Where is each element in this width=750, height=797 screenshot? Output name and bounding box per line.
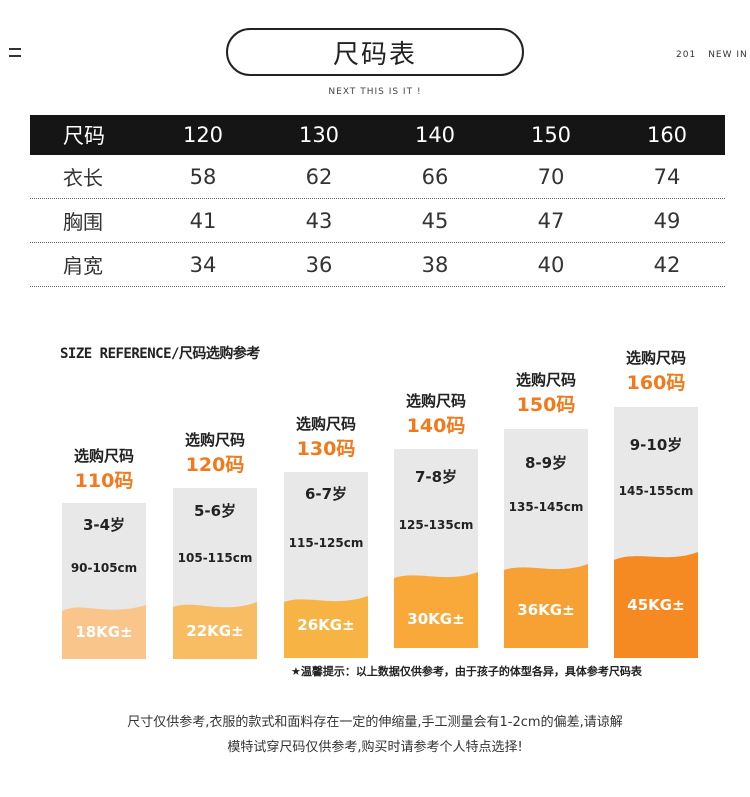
table-row: 胸围 41 43 45 47 49: [30, 199, 725, 243]
size-value: 160码: [626, 372, 686, 394]
size-value: 110码: [74, 470, 134, 492]
weight-range: 45KG±: [627, 596, 685, 614]
weight-range: 26KG±: [297, 616, 355, 634]
height-range: 125-135cm: [398, 518, 474, 532]
weight-range: 18KG±: [75, 623, 133, 641]
wave-fill: [173, 602, 257, 659]
table-cell: 45: [421, 208, 449, 233]
choose-size-label: 选购尺码: [405, 392, 466, 410]
weight-range: 22KG±: [186, 622, 244, 640]
height-range: 105-115cm: [177, 551, 253, 565]
size-card: 7-8岁 125-135cm 30KG±: [394, 449, 478, 648]
weight-range: 30KG±: [407, 610, 465, 628]
size-card: 8-9岁 135-145cm 36KG±: [504, 429, 588, 648]
table-cell: 42: [653, 252, 681, 277]
height-range: 135-145cm: [508, 500, 584, 514]
wave-fill: [62, 605, 146, 659]
choose-size-label: 选购尺码: [184, 431, 245, 449]
row-label: 肩宽: [63, 254, 103, 278]
note-line: 尺寸仅供参考,衣服的款式和面料存在一定的伸缩量,手工测量会有1-2cm的偏差,请…: [127, 715, 623, 730]
height-range: 115-125cm: [288, 536, 364, 550]
size-table: 尺码 120 130 140 150 160 衣长 58 62 66 70 74…: [30, 115, 725, 287]
choose-size-label: 选购尺码: [73, 447, 134, 465]
table-cell: 41: [189, 208, 217, 233]
table-cell: 43: [305, 208, 333, 233]
header-cell: 150: [530, 123, 572, 147]
size-value: 120码: [185, 454, 245, 476]
header-cell: 尺码: [63, 124, 105, 148]
table-cell: 34: [189, 252, 217, 277]
choose-size-label: 选购尺码: [295, 415, 356, 433]
title-subtitle: NEXT THIS IS IT !: [328, 87, 422, 97]
weight-wave: [284, 596, 368, 658]
weight-range: 36KG±: [517, 601, 575, 619]
age-range: 5-6岁: [193, 502, 237, 520]
size-value: 130码: [296, 438, 356, 460]
menu-icon[interactable]: [9, 48, 21, 58]
age-range: 9-10岁: [629, 436, 683, 454]
wave-fill: [394, 572, 478, 648]
age-range: 8-9岁: [524, 454, 568, 472]
header-cell: 140: [414, 123, 456, 147]
size-reference-title: SIZE REFERENCE/尺码选购参考: [60, 346, 260, 362]
wave-fill: [504, 564, 588, 648]
weight-wave: [614, 552, 698, 658]
page-title-text: 尺码表: [332, 39, 417, 70]
wave-fill: [614, 552, 698, 658]
table-cell: 62: [305, 164, 333, 189]
row-label: 衣长: [63, 166, 103, 190]
choose-size-label: 选购尺码: [625, 349, 686, 367]
size-card: 5-6岁 105-115cm 22KG±: [173, 488, 257, 659]
table-row: 衣长 58 62 66 70 74: [30, 155, 725, 199]
size-card: 3-4岁 90-105cm 18KG±: [62, 503, 146, 659]
height-range: 145-155cm: [618, 484, 694, 498]
size-value: 150码: [516, 394, 576, 416]
header-cell: 130: [298, 123, 340, 147]
table-cell: 49: [653, 208, 681, 233]
size-card: 9-10岁 145-155cm 45KG±: [614, 407, 698, 658]
table-cell: 58: [189, 164, 217, 189]
table-cell: 47: [537, 208, 565, 233]
height-range: 90-105cm: [70, 561, 138, 575]
table-cell: 70: [537, 164, 565, 189]
weight-wave: [504, 564, 588, 648]
new-in-code: 201: [676, 50, 697, 60]
age-range: 6-7岁: [304, 485, 348, 503]
size-card: 6-7岁 115-125cm 26KG±: [284, 472, 368, 658]
size-value: 140码: [406, 415, 466, 437]
table-cell: 40: [537, 252, 565, 277]
table-row: 肩宽 34 36 38 40 42: [30, 243, 725, 287]
tip-text: ★温馨提示：以上数据仅供参考，由于孩子的体型各异，具体参考尺码表: [291, 665, 642, 678]
table-cell: 36: [305, 252, 333, 277]
age-range: 7-8岁: [414, 468, 458, 486]
note-line: 模特试穿尺码仅供参考,购买时请参考个人特点选择!: [227, 740, 523, 755]
header-cell: 160: [646, 123, 688, 147]
size-table-header: 尺码 120 130 140 150 160: [30, 115, 725, 155]
new-in-label: NEW IN: [708, 50, 748, 60]
row-label: 胸围: [63, 210, 103, 234]
page-title: 尺码表: [226, 28, 524, 76]
new-in-tag: 201 NEW IN: [676, 50, 748, 60]
weight-wave: [394, 572, 478, 648]
age-range: 3-4岁: [82, 516, 126, 534]
weight-wave: [62, 605, 146, 659]
choose-size-label: 选购尺码: [515, 371, 576, 389]
weight-wave: [173, 602, 257, 659]
header-cell: 120: [182, 123, 224, 147]
wave-fill: [284, 596, 368, 658]
table-cell: 38: [421, 252, 449, 277]
table-cell: 74: [653, 164, 681, 189]
table-cell: 66: [421, 164, 449, 189]
